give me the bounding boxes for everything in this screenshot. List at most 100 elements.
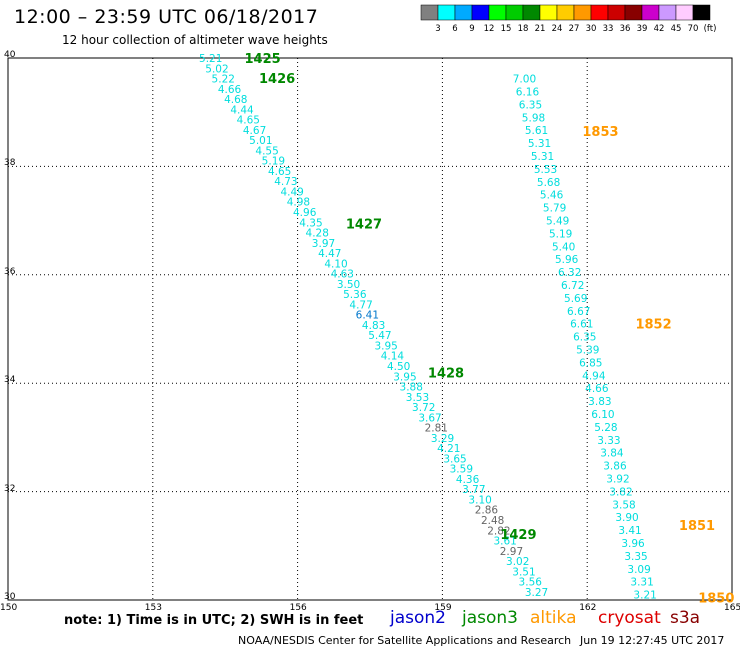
wave-height-value: 5.69 [564, 293, 587, 305]
y-tick-label: 30 [4, 592, 16, 602]
legend-label: 36 [620, 24, 631, 34]
wave-height-value: 4.77 [349, 299, 372, 311]
wave-height-value: 5.46 [540, 190, 564, 202]
legend-label: 18 [518, 24, 529, 34]
wave-height-value: 4.63 [331, 269, 354, 281]
wave-height-value: 3.90 [615, 512, 638, 524]
wave-height-value: 4.44 [230, 104, 254, 116]
wave-height-value: 5.21 [199, 53, 222, 65]
x-tick-label: 156 [289, 603, 307, 613]
wave-height-value: 5.31 [531, 151, 554, 163]
wave-height-value: 4.65 [237, 115, 260, 127]
x-tick-label: 150 [0, 603, 18, 613]
wave-height-value: 3.67 [418, 412, 441, 424]
wave-height-value: 3.27 [525, 587, 548, 599]
wave-height-value: 3.33 [597, 435, 620, 447]
plot-frame [7, 57, 733, 601]
wave-height-value: 3.83 [588, 396, 611, 408]
wave-height-value: 4.28 [306, 228, 329, 240]
wave-height-value: 6.67 [567, 306, 590, 318]
wave-height-value: 3.02 [506, 556, 529, 568]
legend-label: 21 [535, 24, 546, 34]
legend-label: 70 [688, 24, 699, 34]
satellite-jason3: jason3 [462, 608, 518, 628]
wave-height-value: 4.66 [218, 84, 242, 96]
wave-height-value: 5.01 [249, 135, 272, 147]
pass-time-label: 1429 [500, 528, 536, 543]
wave-height-value: 4.21 [437, 443, 460, 455]
pass-time-label: 1850 [698, 591, 734, 606]
wave-height-value: 4.67 [243, 125, 266, 137]
wave-height-value: 4.96 [293, 207, 317, 219]
wave-height-value: 3.31 [630, 577, 653, 589]
y-tick-label: 40 [4, 50, 16, 60]
legend-label: 9 [469, 24, 474, 34]
wave-height-value: 6.10 [591, 409, 614, 421]
wave-height-value: 3.88 [400, 382, 423, 394]
legend-label: 27 [569, 24, 580, 34]
page-title: 12:00 – 23:59 UTC 06/18/2017 [14, 6, 319, 28]
color-scale-legend: 3 6 9 12 15 18 21 24 27 30 33 36 39 42 45 70 (ft) [420, 4, 717, 34]
wave-height-value: 4.14 [381, 351, 405, 363]
wave-height-value: 4.83 [362, 320, 385, 332]
pass-time-label: 1853 [582, 125, 618, 140]
wave-height-value: 3.10 [468, 494, 491, 506]
credit-timestamp: Jun 19 12:27:45 UTC 2017 [580, 634, 725, 647]
wave-height-value: 4.47 [318, 248, 341, 260]
wave-height-value: 3.41 [618, 525, 641, 537]
pass-time-label: 1426 [259, 72, 295, 87]
wave-height-value: 4.73 [274, 176, 297, 188]
wave-height-value: 3.35 [624, 551, 647, 563]
legend-label: 39 [637, 24, 648, 34]
wave-height-value: 3.58 [612, 499, 635, 511]
wave-height-value: 5.40 [552, 241, 575, 253]
wave-height-value: 5.98 [522, 112, 545, 124]
wave-height-value: 6.35 [519, 99, 542, 111]
wave-height-value: 5.53 [534, 164, 557, 176]
wave-height-value: 3.97 [312, 238, 335, 250]
y-tick-label: 38 [4, 158, 16, 169]
credit-text: NOAA/NESDIS Center for Satellite Applica… [238, 634, 572, 647]
wave-height-value: 6.41 [356, 310, 379, 322]
wave-height-value: 4.98 [287, 197, 310, 209]
wave-height-value: 3.50 [337, 279, 360, 291]
wave-height-value: 2.81 [425, 423, 448, 435]
wave-height-value: 3.29 [431, 433, 454, 445]
wave-height-value: 3.92 [606, 473, 629, 485]
x-tick-label: 153 [144, 603, 162, 613]
legend-label: 12 [484, 24, 495, 34]
wave-height-value: 3.61 [493, 536, 516, 548]
wave-height-value: 6.35 [573, 332, 596, 344]
wave-height-value: 3.53 [406, 392, 429, 404]
wave-height-value: 3.86 [603, 461, 627, 473]
legend-label: 30 [586, 24, 597, 34]
wave-height-value: 5.79 [543, 203, 566, 215]
wave-height-value: 4.49 [280, 186, 303, 198]
pass-time-label: 1851 [679, 519, 715, 534]
satellite-altika: altika [530, 608, 577, 628]
satellite-jason2: jason2 [390, 608, 446, 628]
pass-time-label: 1852 [635, 318, 671, 333]
wave-height-value: 3.95 [374, 340, 397, 352]
wave-height-value: 2.48 [481, 515, 504, 527]
wave-height-value: 6.32 [558, 267, 581, 279]
wave-height-value: 4.36 [456, 474, 480, 486]
footer-note: note: 1) Time is in UTC; 2) SWH is in fe… [64, 613, 364, 628]
wave-height-value: 5.61 [525, 125, 548, 137]
x-tick-label: 162 [579, 603, 597, 613]
wave-height-value: 3.09 [627, 564, 650, 576]
wave-height-value: 3.56 [519, 577, 543, 589]
wave-height-value: 5.22 [212, 74, 235, 86]
page-subtitle: 12 hour collection of altimeter wave hei… [62, 33, 328, 47]
x-tick-label: 165 [724, 603, 740, 613]
legend-label: 33 [603, 24, 614, 34]
wave-height-value: 5.49 [546, 215, 569, 227]
wave-height-value: 2.86 [475, 505, 499, 517]
pass-time-label: 1427 [346, 217, 382, 232]
wave-height-value: 3.72 [412, 402, 435, 414]
y-tick-label: 36 [4, 266, 16, 277]
legend-label: (ft) [704, 24, 717, 34]
wave-height-value: 3.95 [393, 371, 416, 383]
wave-height-value: 2.82 [487, 525, 510, 537]
